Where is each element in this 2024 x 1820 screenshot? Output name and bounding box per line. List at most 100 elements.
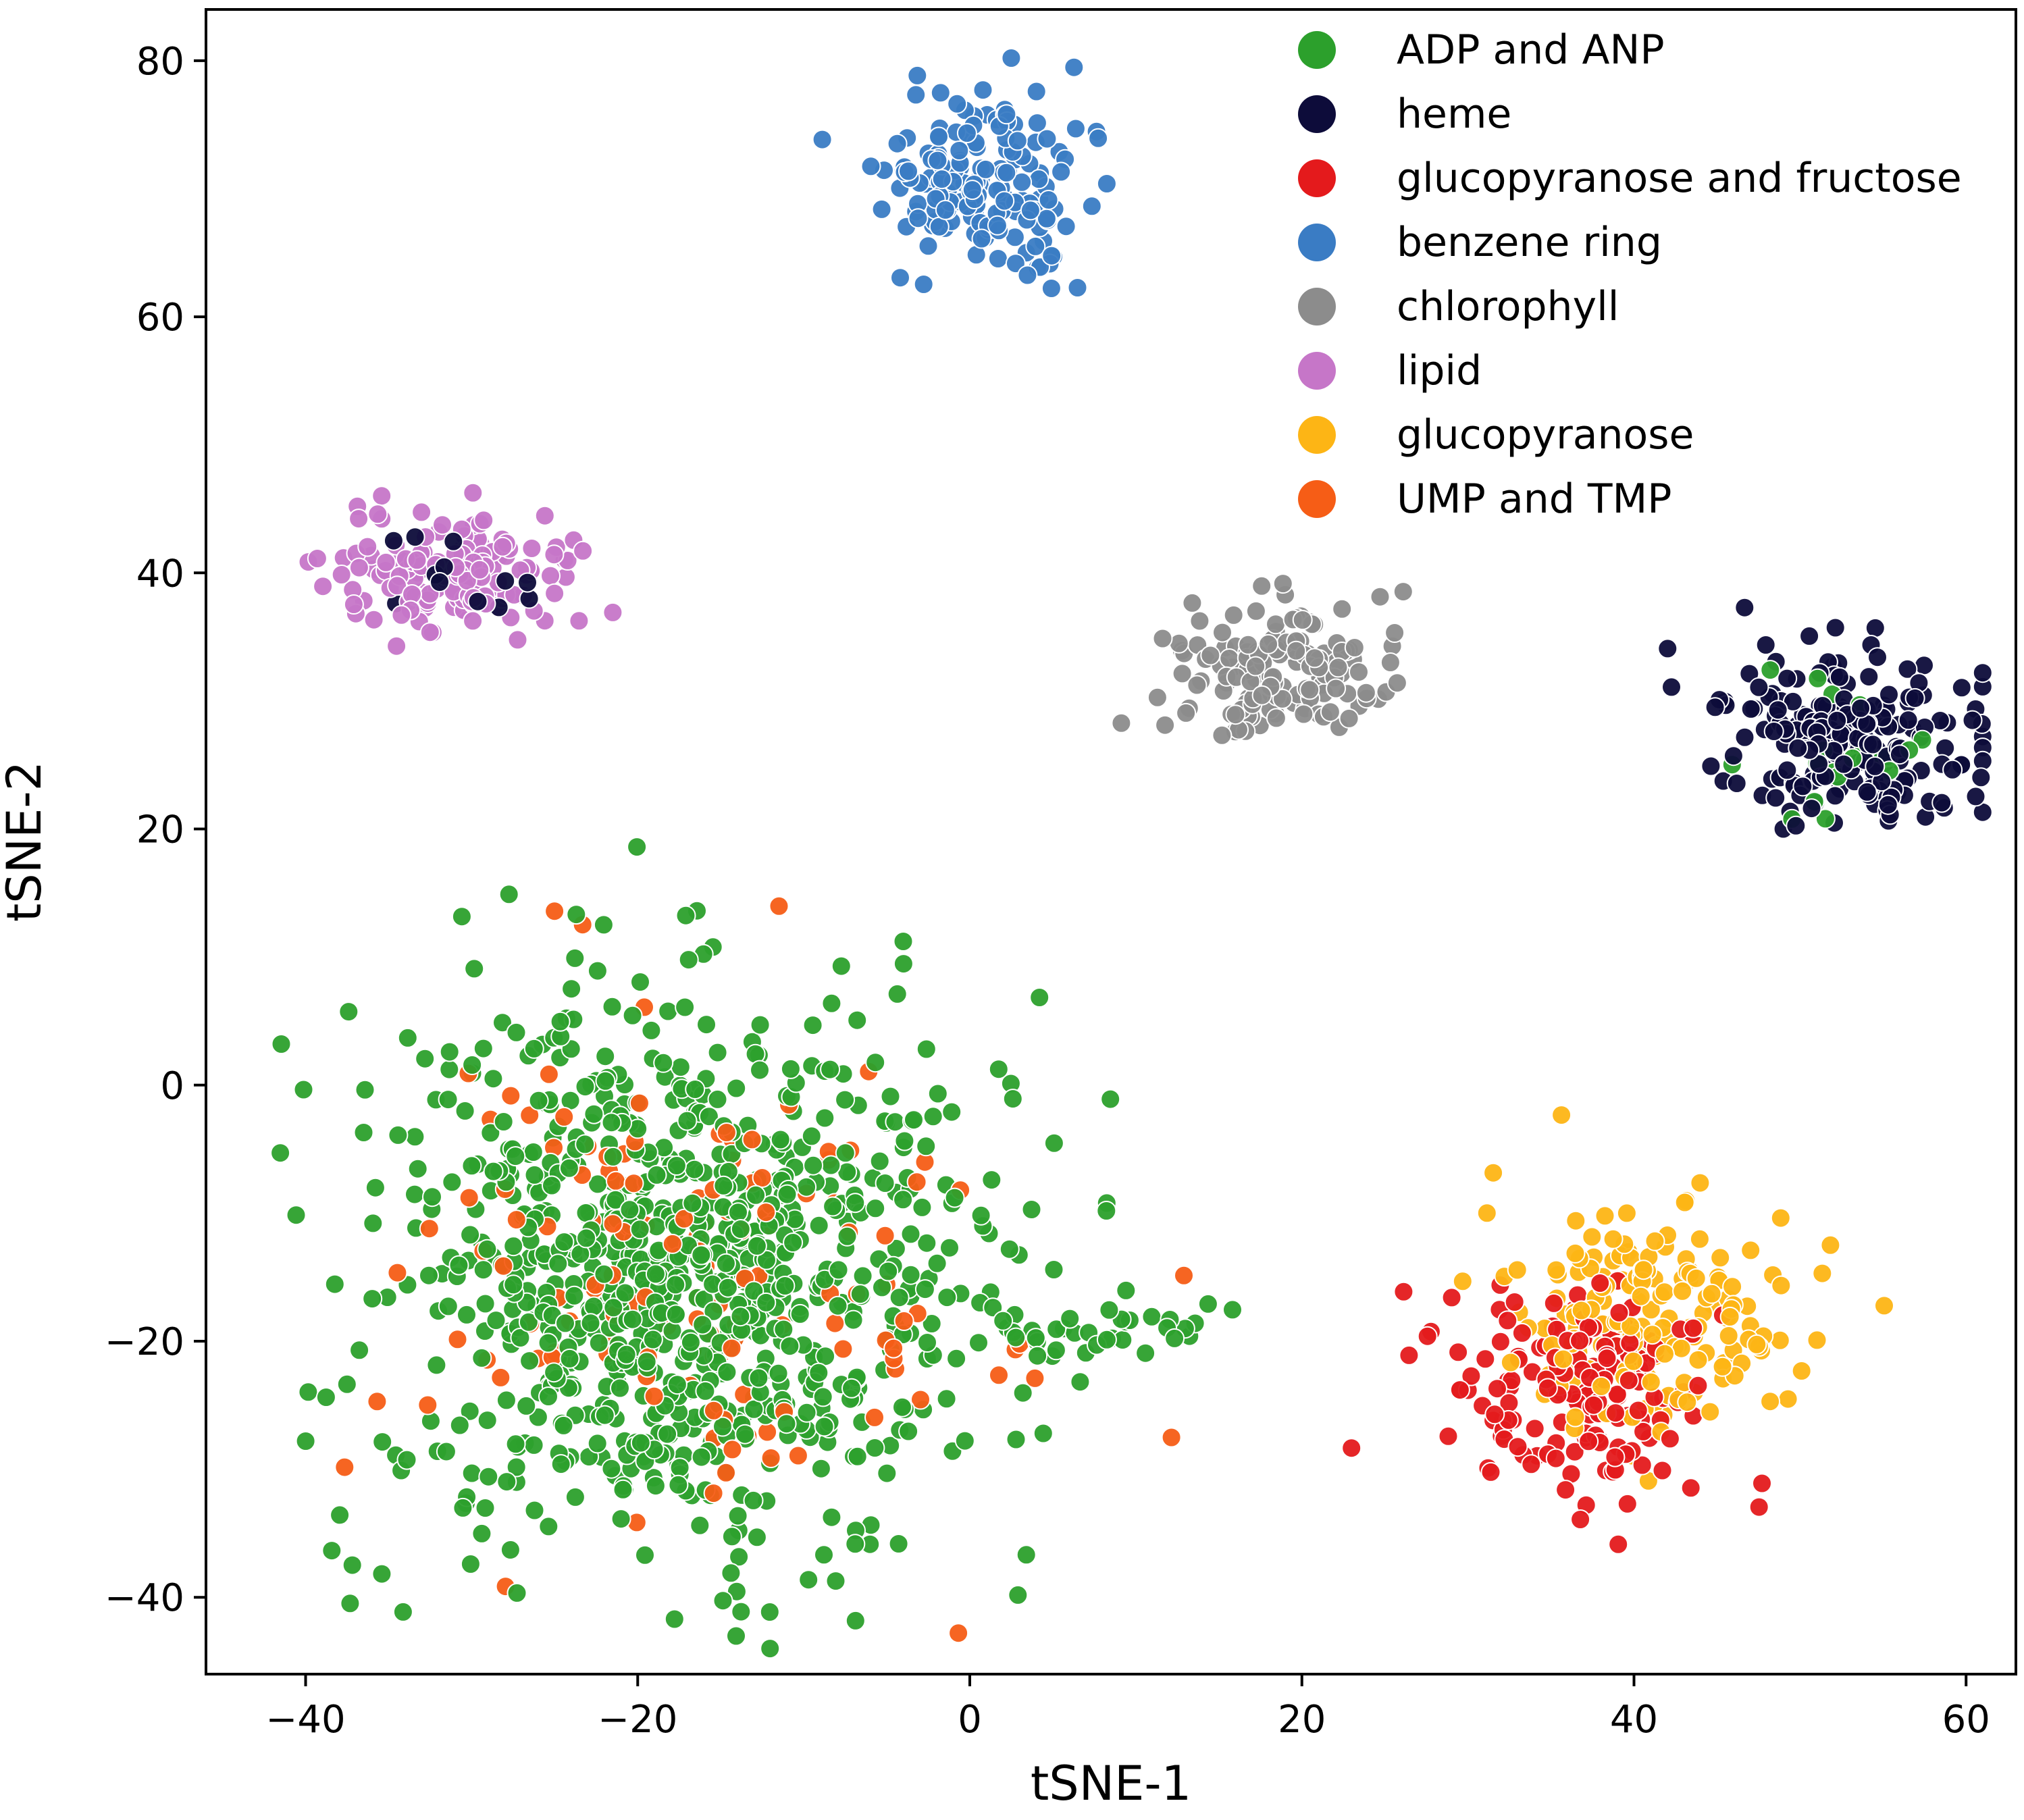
data-point: [780, 1058, 801, 1079]
data-point: [480, 1122, 501, 1143]
data-point: [1640, 1299, 1661, 1320]
data-point: [1060, 1308, 1081, 1329]
data-point: [1448, 1342, 1469, 1363]
data-point: [1760, 660, 1781, 681]
data-point: [362, 1289, 383, 1309]
data-point: [850, 1284, 871, 1305]
data-point: [912, 1197, 933, 1218]
data-point: [500, 1540, 521, 1560]
data-point: [594, 1264, 615, 1284]
data-point: [478, 1466, 499, 1487]
data-point: [1657, 638, 1678, 659]
data-point: [622, 1005, 643, 1026]
data-point: [900, 1224, 921, 1245]
data-point: [907, 65, 928, 86]
data-point: [1690, 1172, 1711, 1193]
data-point: [1483, 1162, 1504, 1183]
data-point: [1029, 987, 1050, 1008]
data-point: [1001, 48, 1022, 68]
data-point: [1898, 710, 1919, 731]
data-point: [944, 1187, 965, 1208]
data-point: [900, 1264, 921, 1285]
data-point: [1511, 1322, 1532, 1343]
data-point: [845, 1610, 866, 1631]
data-point: [657, 1424, 678, 1445]
data-point: [1008, 1584, 1029, 1605]
data-point: [1176, 702, 1197, 723]
data-point: [645, 1476, 666, 1497]
y-axis: −40 −20 0 20 40 60 80: [105, 40, 206, 1620]
data-point: [691, 1447, 712, 1467]
data-point: [929, 216, 950, 237]
data-point: [411, 502, 432, 523]
data-point: [550, 1454, 571, 1475]
data-point: [1245, 600, 1266, 621]
data-point: [498, 884, 519, 905]
data-point: [1043, 1133, 1064, 1153]
data-point: [603, 1297, 624, 1318]
data-point: [1590, 1273, 1611, 1293]
data-point: [646, 1164, 667, 1185]
data-point: [1865, 756, 1886, 777]
data-point: [1500, 1352, 1521, 1373]
data-point: [602, 1146, 623, 1167]
data-point: [1865, 617, 1886, 638]
data-point: [746, 1527, 767, 1548]
data-point: [1189, 610, 1210, 631]
data-point: [365, 1177, 386, 1198]
data-point: [548, 1253, 569, 1274]
legend-marker: [1298, 352, 1336, 390]
data-point: [538, 1064, 559, 1085]
data-point: [349, 1340, 370, 1361]
data-point: [1521, 1454, 1542, 1475]
data-point: [820, 1059, 841, 1080]
data-point: [1007, 130, 1028, 151]
data-point: [750, 1060, 770, 1081]
data-point: [559, 1348, 580, 1369]
data-point: [1174, 1265, 1194, 1286]
data-point: [988, 1059, 1009, 1080]
data-point: [407, 550, 427, 571]
data-point: [721, 1526, 742, 1547]
data-point: [888, 1534, 909, 1554]
data-point: [565, 947, 586, 968]
data-point: [871, 199, 892, 219]
data-point: [847, 1446, 868, 1467]
data-point: [336, 1374, 357, 1395]
data-point: [534, 505, 555, 526]
data-point: [521, 538, 542, 558]
data-point: [1100, 1089, 1121, 1110]
data-point: [787, 1445, 808, 1466]
data-point: [698, 1106, 719, 1127]
data-point: [971, 228, 992, 249]
data-point: [756, 1202, 777, 1223]
legend-label: benzene ring: [1397, 219, 1662, 266]
data-point: [664, 1609, 685, 1630]
data-point: [894, 1130, 915, 1151]
data-point: [877, 1463, 898, 1484]
data-point: [1904, 687, 1925, 708]
data-point: [1099, 1299, 1120, 1320]
data-point: [605, 1189, 626, 1210]
y-tick-label: −40: [105, 1576, 184, 1620]
data-point: [1718, 1326, 1739, 1346]
data-point: [554, 1232, 575, 1253]
data-point: [1564, 1441, 1585, 1462]
data-point: [1827, 710, 1848, 731]
data-point: [796, 1176, 817, 1197]
data-point: [564, 1285, 585, 1306]
data-point: [1829, 667, 1850, 687]
data-point: [1652, 1460, 1673, 1481]
data-point: [507, 1582, 527, 1603]
data-point: [486, 1310, 507, 1331]
data-point: [1769, 1330, 1790, 1351]
data-point: [1266, 708, 1287, 729]
data-point: [1046, 1319, 1067, 1340]
data-point: [623, 1173, 644, 1194]
data-point: [742, 1129, 762, 1150]
data-point: [1874, 1295, 1894, 1316]
data-point: [464, 958, 485, 979]
data-point: [831, 956, 852, 977]
y-tick-label: 20: [136, 808, 184, 852]
data-point: [1755, 635, 1776, 655]
